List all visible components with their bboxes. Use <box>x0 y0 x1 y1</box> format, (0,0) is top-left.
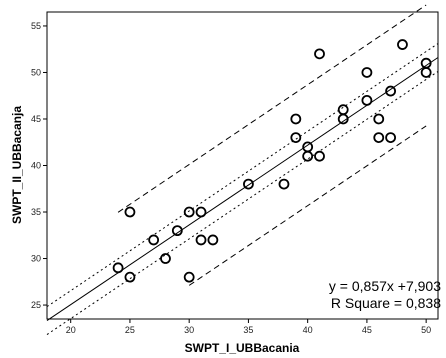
x-tick-label: 40 <box>303 325 313 335</box>
data-point <box>195 206 207 218</box>
data-point <box>290 132 302 143</box>
data-point <box>373 132 385 143</box>
y-tick-label: 25 <box>31 300 41 310</box>
y-tick-label: 35 <box>31 207 41 217</box>
x-tick-label: 45 <box>362 325 372 335</box>
data-point <box>397 39 408 50</box>
data-point <box>195 234 207 246</box>
data-point <box>148 234 160 246</box>
confidence-lines <box>46 4 439 335</box>
x-tick-label: 35 <box>243 325 253 335</box>
fit-line <box>46 57 439 322</box>
x-axis-title: SWPT_I_UBBacania <box>185 341 300 355</box>
y-axis-ticks: 25 30 35 40 45 50 55 <box>31 21 47 310</box>
data-point <box>361 67 373 78</box>
data-points <box>112 39 432 283</box>
data-point <box>337 113 349 125</box>
y-tick-label: 45 <box>31 114 41 124</box>
data-point <box>207 234 219 246</box>
plot-frame <box>46 11 439 320</box>
x-tick-label: 20 <box>66 325 76 335</box>
r-square-annotation: R Square = 0,838 <box>331 295 441 311</box>
x-axis-ticks: 20 25 30 35 40 45 50 <box>66 319 431 335</box>
mean-ci-upper-line <box>46 43 439 308</box>
data-point <box>183 271 195 283</box>
data-point <box>278 178 290 190</box>
fit-line-group <box>46 57 439 322</box>
data-point <box>112 262 124 274</box>
equation-annotation: y = 0,857x +7,903 <box>329 278 441 294</box>
data-point <box>420 67 432 78</box>
data-point <box>290 113 302 125</box>
data-point <box>183 206 195 218</box>
data-point <box>302 150 314 162</box>
y-tick-label: 40 <box>31 161 41 171</box>
y-tick-label: 30 <box>31 254 41 264</box>
x-tick-label: 50 <box>421 325 431 335</box>
data-point <box>314 48 325 60</box>
x-tick-label: 30 <box>184 325 194 335</box>
y-axis-title: SWPT_II_UBBacanja <box>10 106 24 224</box>
data-point <box>124 271 136 283</box>
data-point <box>385 85 397 97</box>
data-point <box>243 178 254 190</box>
data-point <box>124 206 136 218</box>
data-point <box>373 113 385 125</box>
x-tick-label: 25 <box>125 325 135 335</box>
data-point <box>361 94 373 106</box>
y-tick-label: 50 <box>31 67 41 77</box>
y-tick-label: 55 <box>31 21 41 31</box>
data-point <box>314 150 325 162</box>
prediction-upper-line <box>117 4 427 213</box>
mean-ci-lower-line <box>46 71 439 335</box>
data-point <box>160 253 171 264</box>
data-point <box>171 225 183 237</box>
prediction-lower-line <box>188 125 427 286</box>
data-point <box>385 132 397 143</box>
